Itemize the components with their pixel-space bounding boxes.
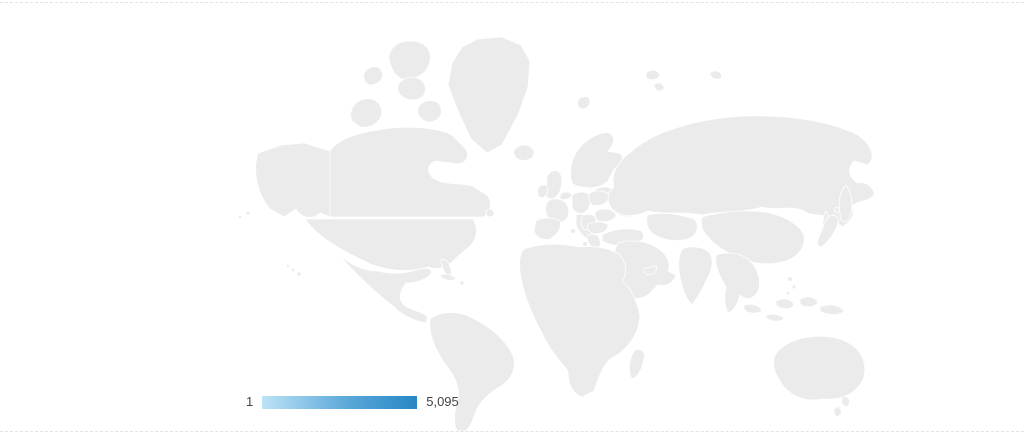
region-iceland[interactable] — [513, 144, 535, 161]
region-canada-newfoundland[interactable] — [485, 208, 495, 218]
region-arctic-islands-3[interactable] — [709, 70, 723, 80]
region-madagascar[interactable] — [628, 349, 645, 380]
region-new-guinea[interactable] — [819, 304, 845, 316]
region-netherlands[interactable] — [559, 191, 573, 201]
region-united-kingdom[interactable] — [544, 170, 563, 200]
region-australia[interactable] — [772, 335, 866, 401]
region-canada-arctic-5[interactable] — [363, 66, 383, 86]
region-scandinavia[interactable] — [570, 132, 623, 189]
region-uae[interactable] — [643, 265, 657, 276]
region-canada-arctic-1[interactable] — [350, 98, 383, 128]
region-southeast-asia[interactable] — [715, 252, 760, 314]
region-africa[interactable] — [519, 243, 641, 398]
region-cuba[interactable] — [439, 273, 457, 281]
region-sumatra[interactable] — [743, 303, 763, 314]
region-kazakhstan[interactable] — [646, 212, 698, 241]
region-usa-hawaii-2[interactable] — [290, 267, 296, 273]
region-canada-arctic-3[interactable] — [397, 76, 426, 101]
region-sicily[interactable] — [582, 241, 588, 247]
region-arctic-islands-2[interactable] — [653, 82, 665, 92]
region-germany[interactable] — [571, 191, 592, 214]
region-new-zealand-north[interactable] — [841, 396, 850, 407]
region-kamchatka[interactable] — [838, 184, 853, 223]
region-usa-lower48[interactable] — [304, 218, 477, 271]
region-iberia[interactable] — [533, 217, 561, 240]
region-bulgaria[interactable] — [586, 221, 609, 235]
region-java[interactable] — [765, 313, 785, 322]
region-canada-arctic-4[interactable] — [417, 100, 442, 123]
region-france[interactable] — [545, 198, 570, 223]
region-greenland[interactable] — [447, 36, 531, 154]
region-usa-hawaii-3[interactable] — [296, 271, 302, 277]
region-canada-arctic-2[interactable] — [388, 40, 431, 80]
region-usa-aleutians-1[interactable] — [245, 210, 251, 216]
region-sulawesi[interactable] — [799, 296, 819, 308]
region-hispaniola[interactable] — [459, 280, 465, 286]
region-japan[interactable] — [817, 215, 839, 247]
region-svalbard[interactable] — [577, 96, 591, 110]
legend: 1 5,095 — [246, 395, 459, 409]
region-china[interactable] — [700, 210, 805, 265]
world-map — [237, 36, 875, 431]
region-philippines-2[interactable] — [791, 284, 797, 290]
legend-gradient-bar — [262, 395, 418, 409]
legend-min-label: 1 — [246, 394, 254, 409]
region-usa-alaska[interactable] — [255, 142, 331, 218]
region-usa-aleutians-2[interactable] — [237, 214, 242, 219]
region-canada[interactable] — [318, 126, 491, 218]
region-hokkaido[interactable] — [834, 206, 841, 213]
region-india[interactable] — [678, 246, 713, 306]
region-philippines-1[interactable] — [787, 276, 793, 282]
region-south-america[interactable] — [429, 312, 515, 431]
region-philippines-3[interactable] — [785, 290, 791, 296]
region-poland[interactable] — [588, 190, 611, 206]
region-mexico[interactable] — [333, 248, 432, 324]
region-romania[interactable] — [594, 208, 617, 223]
region-new-zealand-south[interactable] — [833, 407, 842, 418]
region-usa-hawaii-1[interactable] — [285, 263, 290, 268]
legend-max-label: 5,095 — [426, 394, 459, 409]
region-borneo[interactable] — [775, 298, 795, 310]
region-arctic-islands-1[interactable] — [645, 69, 661, 81]
region-sardinia[interactable] — [570, 228, 576, 234]
region-ireland[interactable] — [537, 184, 549, 199]
